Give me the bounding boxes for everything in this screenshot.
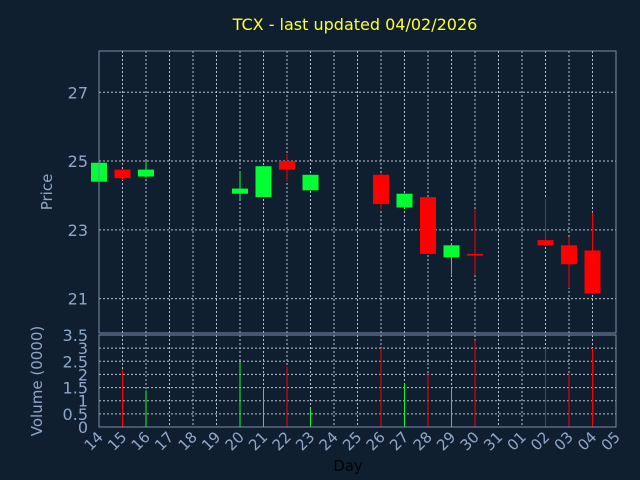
candle-body bbox=[114, 169, 131, 179]
volume-tick-label: 2 bbox=[78, 365, 88, 384]
volume-tick-label: 3 bbox=[78, 339, 88, 358]
volume-tick-labels: 00.511.522.533.5 bbox=[63, 326, 88, 437]
candle bbox=[302, 174, 319, 191]
x-tick-labels: 1415161718192021222324252627282930310102… bbox=[81, 428, 624, 454]
candle bbox=[232, 171, 248, 199]
price-tick-labels: 21 23 25 27 bbox=[68, 83, 88, 308]
x-axis-label: Day bbox=[333, 457, 363, 475]
volume-tick-label: 1.5 bbox=[63, 379, 88, 398]
price-axis-label: Price bbox=[38, 174, 56, 211]
candle-body bbox=[138, 169, 154, 177]
candle-body bbox=[373, 174, 389, 205]
candle-body bbox=[420, 197, 436, 254]
candle-body bbox=[302, 174, 319, 191]
volume-tick-label: 0 bbox=[78, 418, 88, 437]
volume-panel-frame bbox=[98, 334, 617, 428]
candle bbox=[561, 236, 577, 289]
candle bbox=[467, 209, 483, 275]
price-tick-label: 25 bbox=[68, 152, 88, 171]
volume-tick-label: 1 bbox=[78, 392, 88, 411]
candle bbox=[584, 212, 601, 294]
volume-axis-label: Volume (0000) bbox=[28, 326, 46, 436]
volume-tick-label: 0.5 bbox=[63, 405, 88, 424]
candle bbox=[396, 193, 413, 210]
candle-body bbox=[443, 245, 460, 258]
candle-body bbox=[396, 193, 413, 208]
candles bbox=[91, 154, 601, 294]
candle bbox=[420, 197, 436, 254]
volume-tick-label: 2.5 bbox=[63, 352, 88, 371]
candle bbox=[443, 243, 460, 275]
chart-title: TCX - last updated 04/02/2026 bbox=[232, 15, 478, 34]
price-panel-frame bbox=[98, 50, 617, 334]
price-tick-label: 27 bbox=[68, 83, 88, 102]
candle-body bbox=[537, 240, 554, 246]
candle bbox=[537, 198, 554, 246]
candle bbox=[279, 154, 295, 182]
volume-bars bbox=[122, 340, 593, 427]
price-tick-label: 23 bbox=[68, 221, 88, 240]
candle-body bbox=[561, 245, 577, 265]
candle-body bbox=[467, 253, 483, 256]
candle bbox=[373, 173, 389, 210]
candle-body bbox=[279, 161, 295, 170]
candle bbox=[114, 169, 131, 180]
candle-body bbox=[584, 250, 601, 294]
price-tick-label: 21 bbox=[68, 290, 88, 309]
volume-tick-label: 3.5 bbox=[63, 326, 88, 345]
candle-body bbox=[232, 188, 248, 194]
candle bbox=[138, 161, 154, 179]
candle-body bbox=[255, 166, 272, 198]
candle bbox=[255, 166, 272, 198]
